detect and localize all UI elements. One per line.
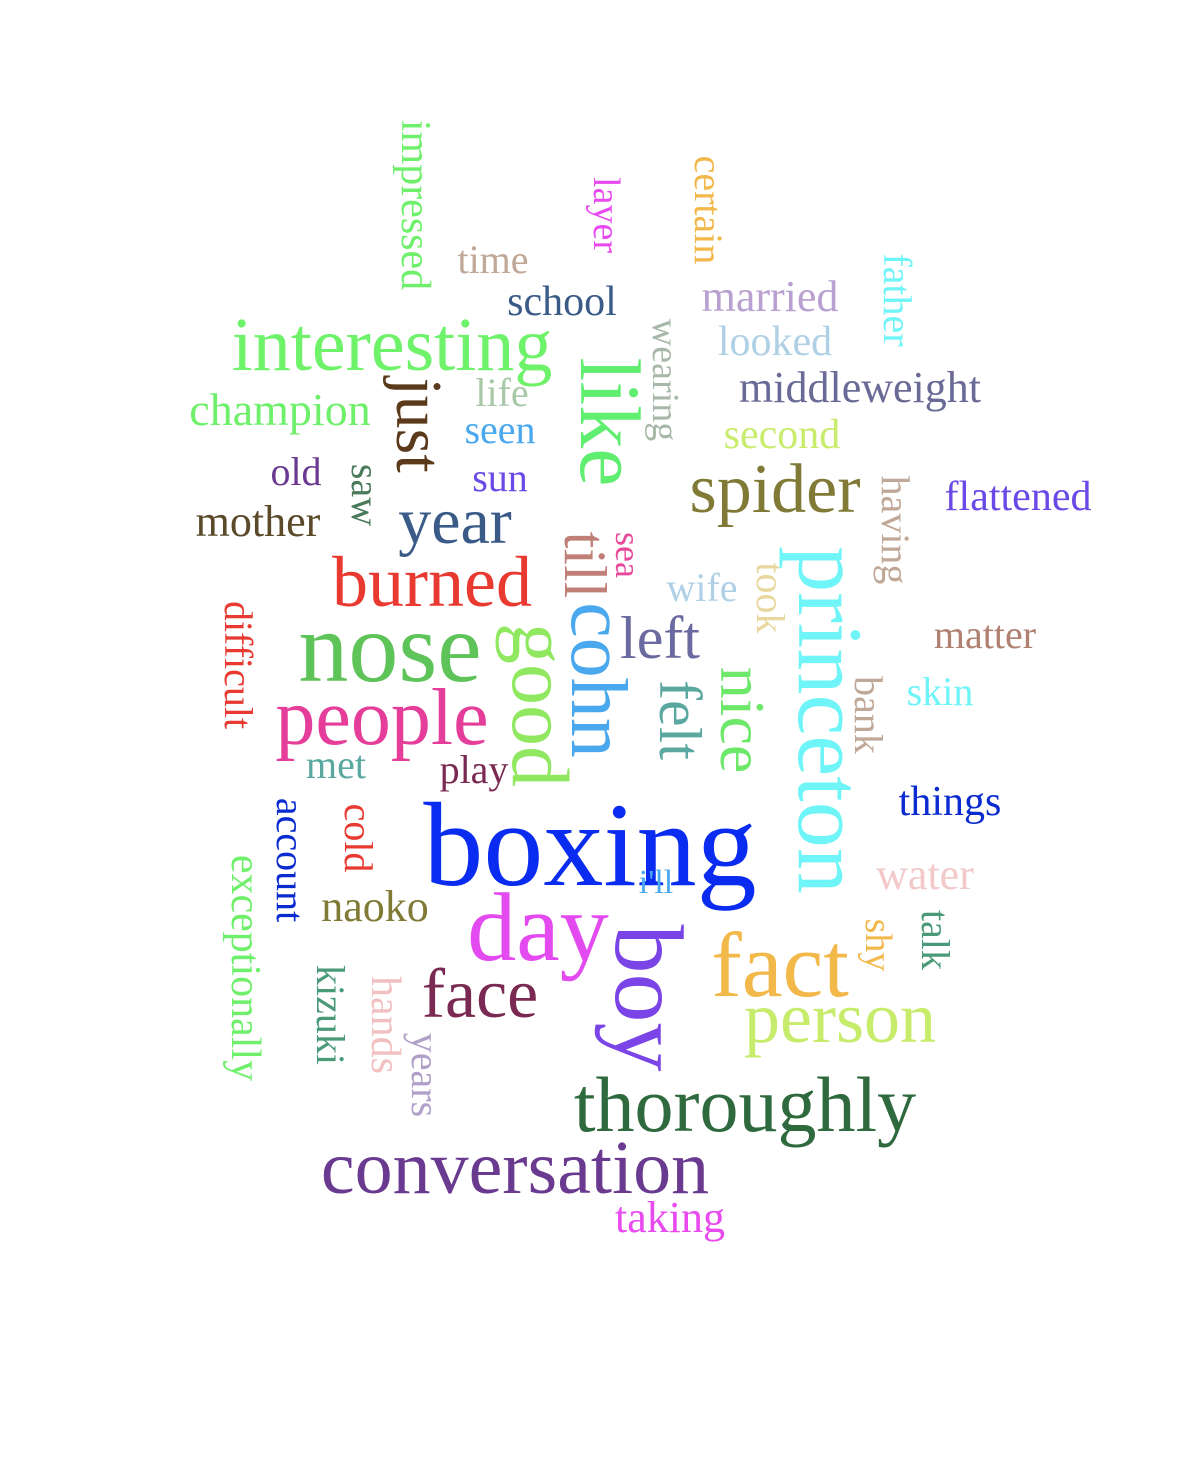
word-seen: seen [464,407,536,452]
word-matter: matter [933,612,1037,657]
word-water: water [876,850,974,899]
word-till: till [552,531,618,599]
word-nose: nose [298,592,482,703]
word-felt: felt [647,680,713,760]
word-kizuki: kizuki [308,965,353,1065]
word-flattened: flattened [944,474,1092,520]
word-saw: saw [343,463,388,527]
word-things: things [898,779,1002,825]
word-cold: cold [336,803,381,873]
word-difficult: difficult [216,600,261,730]
word-conversation: conversation [320,1126,710,1210]
word-wife: wife [666,565,738,610]
word-mother: mother [195,497,321,546]
word-left: left [620,605,700,671]
word-met: met [306,742,366,787]
word-father: father [875,253,920,347]
word-ill: i'll [638,864,674,901]
word-second: second [723,412,841,458]
word-took: took [748,562,793,634]
word-certain: certain [686,155,731,265]
word-account: account [268,797,313,923]
word-just: just [382,377,455,473]
word-people: people [275,674,489,762]
word-impressed: impressed [392,119,438,291]
word-naoko: naoko [321,882,429,931]
word-looked: looked [717,319,833,365]
word-boy: boy [594,924,702,1072]
word-skin: skin [906,669,974,714]
word-face: face [421,956,539,1033]
word-taking: taking [615,1193,725,1242]
word-time: time [457,237,529,282]
word-spider: spider [689,451,861,528]
word-good: good [495,623,586,787]
word-middleweight: middleweight [739,363,981,412]
word-like: like [562,357,658,487]
word-shy: shy [857,918,899,972]
word-thoroughly: thoroughly [573,1061,917,1148]
word-hands: hands [362,976,408,1074]
word-having: having [873,475,918,585]
word-life: life [475,370,529,415]
word-interesting: interesting [231,303,553,387]
word-boxing: boxing [423,778,757,911]
word-wearing: wearing [644,318,686,442]
word-layer: layer [585,177,627,253]
word-play: play [439,747,509,792]
word-talk: talk [913,910,958,970]
word-exceptionally: exceptionally [222,854,268,1082]
word-champion: champion [189,384,371,435]
word-sun: sun [472,455,528,500]
word-years: years [403,1032,448,1118]
word-old: old [270,449,322,494]
word-year: year [398,485,512,558]
word-nice: nice [707,666,778,774]
word-school: school [507,279,617,325]
word-sea: sea [608,532,648,578]
word-burned: burned [332,542,532,622]
word-fact: fact [711,914,849,1016]
word-married: married [701,272,839,321]
word-bank: bank [846,676,891,754]
word-person: person [744,978,936,1058]
word-day: day [467,874,609,982]
